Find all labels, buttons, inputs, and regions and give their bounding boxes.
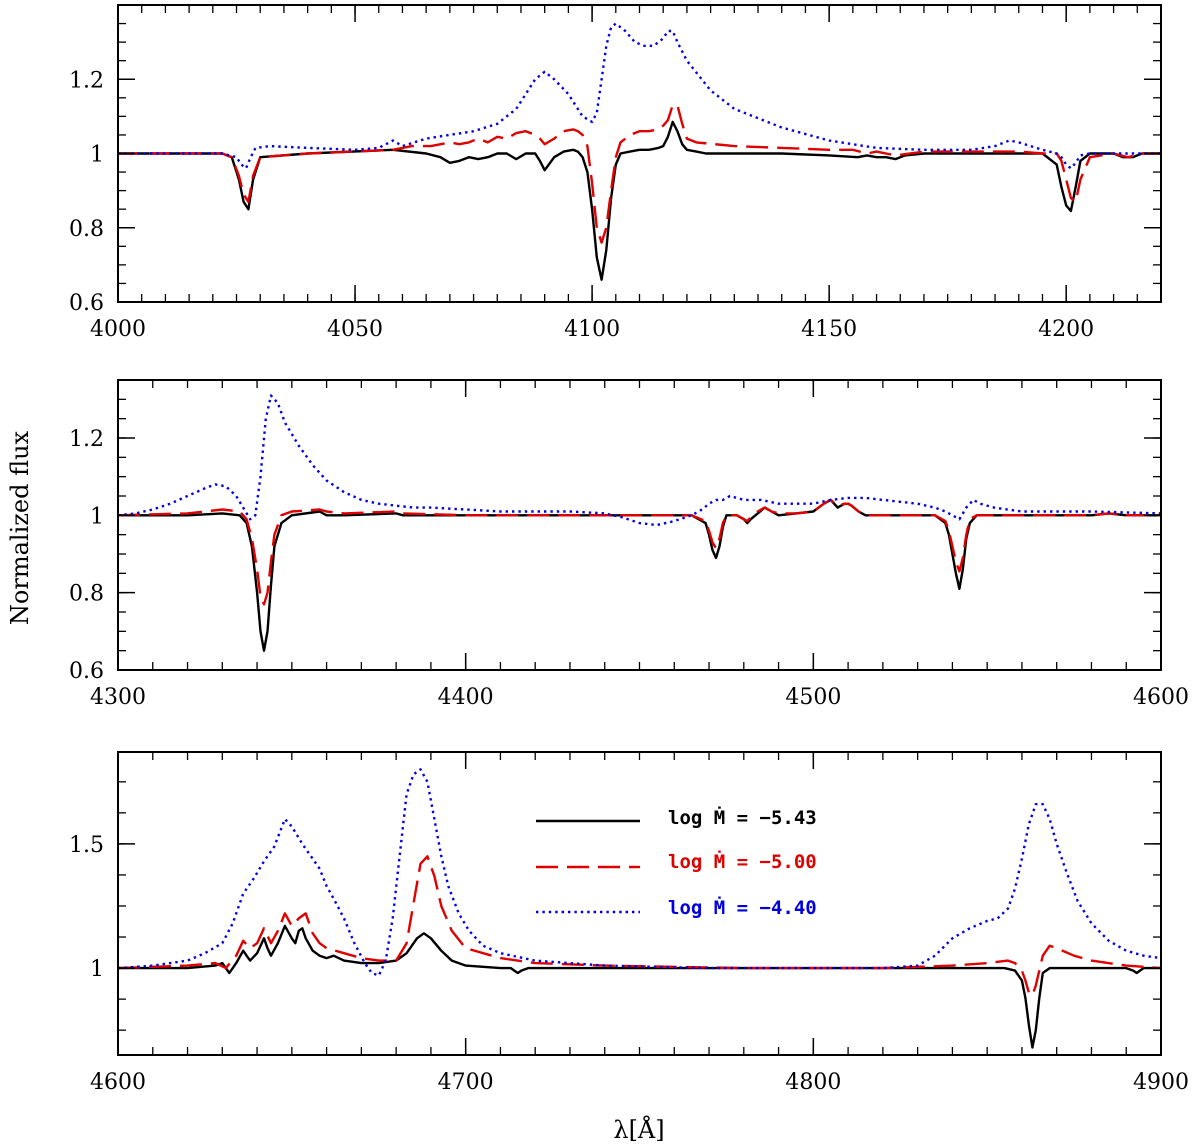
x-tick-label: 4600: [1133, 685, 1189, 710]
legend-label-m543: log Ṁ = −5.43: [668, 805, 817, 829]
x-tick-label: 4800: [785, 1070, 841, 1095]
y-tick-label: 1: [90, 957, 104, 982]
series-line-m543-panel-3: [118, 924, 1161, 1049]
x-tick-label: 4500: [785, 685, 841, 710]
series-line-m500-panel-3: [118, 855, 1161, 997]
series-line-m500-panel-2: [118, 498, 1161, 606]
x-tick-label: 4100: [564, 317, 620, 342]
x-tick-label: 4700: [438, 1070, 494, 1095]
series-line-m543-panel-2: [118, 498, 1161, 652]
x-tick-label: 4200: [1038, 317, 1094, 342]
y-tick-label: 0.8: [69, 217, 104, 242]
legend-label-m440: log Ṁ = −4.40: [668, 895, 817, 919]
series-line-m440-panel-1: [118, 22, 1161, 170]
x-tick-label: 4150: [801, 317, 857, 342]
y-tick-label: 1.2: [69, 68, 104, 93]
y-tick-label: 1: [90, 504, 104, 529]
x-tick-label: 4900: [1133, 1070, 1189, 1095]
y-tick-label: 0.6: [69, 659, 104, 684]
y-tick-label: 1: [90, 143, 104, 168]
panel-3: 4600 4700 4800 4900 1 1.5: [69, 751, 1189, 1095]
legend: log Ṁ = −5.43 log Ṁ = −5.00 log Ṁ = −4.4…: [536, 805, 817, 919]
y-tick-label: 1.5: [69, 833, 104, 858]
panel-frame: [117, 379, 1162, 671]
panel-1: 4000 4050 4100 4150 4200 0.6 0.8 1 1.2: [69, 4, 1162, 342]
x-axis-title: λ[Å]: [613, 1115, 664, 1144]
legend-label-m500: log Ṁ = −5.00: [668, 849, 817, 873]
y-tick-label: 0.8: [69, 582, 104, 607]
series-line-m440-panel-2: [118, 394, 1161, 527]
x-tick-label: 4600: [90, 1070, 146, 1095]
x-tick-label: 4300: [90, 685, 146, 710]
x-tick-label: 4000: [90, 317, 146, 342]
x-tick-label: 4400: [438, 685, 494, 710]
panel-frame: [117, 4, 1162, 303]
panel-frame: [117, 751, 1162, 1056]
series-line-m500-panel-1: [118, 103, 1161, 244]
y-tick-label: 0.6: [69, 291, 104, 316]
series-line-m543-panel-1: [118, 120, 1161, 281]
series-line-m440-panel-3: [118, 768, 1161, 977]
y-axis-title: Normalized flux: [6, 430, 34, 625]
x-tick-label: 4050: [327, 317, 383, 342]
y-tick-label: 1.2: [69, 427, 104, 452]
panel-2: 4300 4400 4500 4600 0.6 0.8 1 1.2: [69, 379, 1189, 710]
